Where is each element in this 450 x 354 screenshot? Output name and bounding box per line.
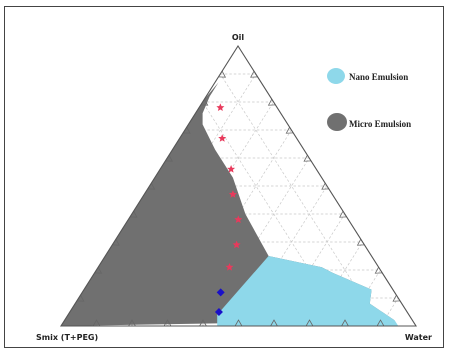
axis-tick xyxy=(147,182,156,190)
axis-tick xyxy=(76,294,85,302)
axis-tick xyxy=(218,70,227,78)
grid-line xyxy=(273,213,346,327)
axis-tick xyxy=(250,70,258,78)
axis-tick xyxy=(285,126,294,134)
axis-tick xyxy=(200,98,209,106)
axis-tick xyxy=(199,319,207,327)
region-nano-emulsion xyxy=(217,256,399,326)
boundary-markers xyxy=(214,103,243,316)
axis-tick xyxy=(165,154,173,162)
axis-tick xyxy=(305,319,314,327)
phase-regions xyxy=(61,82,399,327)
axis-ticks xyxy=(76,70,401,327)
boundary-star xyxy=(225,263,234,271)
boundary-star xyxy=(232,240,241,249)
boundary-star xyxy=(228,190,237,198)
vertex-label-water: Water xyxy=(405,333,432,342)
boundary-star xyxy=(234,215,243,223)
axis-tick xyxy=(94,266,103,274)
axis-tick xyxy=(92,319,101,327)
boundary-star xyxy=(218,134,227,142)
legend: Nano Emulsion Micro Emulsion xyxy=(327,68,411,131)
boundary-dot xyxy=(214,308,223,316)
triangle-outline xyxy=(60,44,418,327)
boundary-star xyxy=(227,165,236,173)
axis-tick xyxy=(183,126,191,134)
boundary-star xyxy=(216,103,225,111)
legend-swatch-nano xyxy=(327,68,345,84)
figure-frame xyxy=(4,6,444,348)
axis-tick xyxy=(392,294,401,302)
axis-tick xyxy=(376,319,385,327)
axis-tick xyxy=(112,238,120,246)
axis-tick xyxy=(163,319,172,327)
axis-tick xyxy=(341,319,349,327)
axis-tick xyxy=(303,154,312,162)
boundary-dot xyxy=(216,288,225,297)
legend-swatch-micro xyxy=(327,113,347,131)
vertex-label-smix: Smix (T+PEG) xyxy=(36,333,98,342)
axis-tick xyxy=(270,319,278,327)
axis-tick xyxy=(356,238,365,246)
axis-tick xyxy=(374,266,383,274)
legend-label-micro: Micro Emulsion xyxy=(349,119,411,129)
axis-tick xyxy=(128,319,136,327)
axis-tick xyxy=(234,319,243,327)
axis-tick xyxy=(129,210,138,218)
axis-tick xyxy=(339,210,347,218)
vertex-label-oil: Oil xyxy=(232,33,245,42)
legend-label-nano: Nano Emulsion xyxy=(349,72,408,82)
axis-tick xyxy=(321,182,329,190)
axis-tick xyxy=(267,98,276,106)
